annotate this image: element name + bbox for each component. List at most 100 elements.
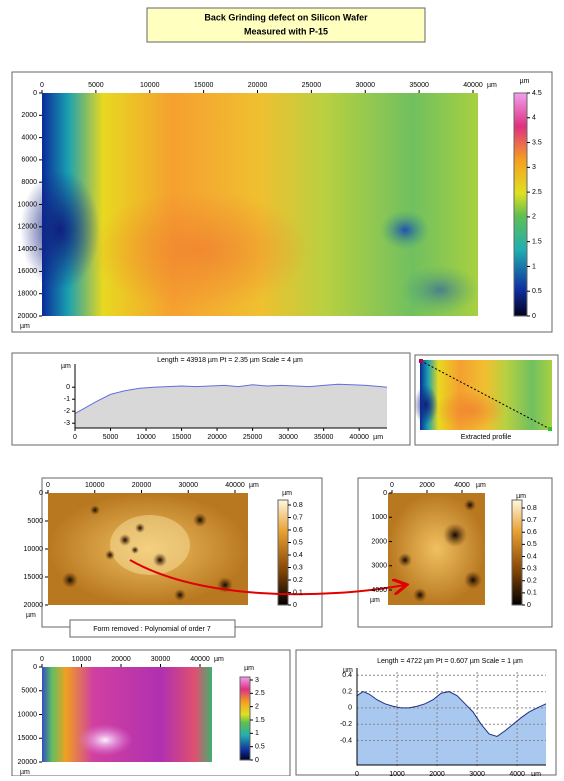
y-unit: µm (61, 363, 71, 370)
colorbar-unit: µm (516, 493, 526, 500)
x-unit: µm (373, 434, 383, 441)
colorbar-label: 0.4 (293, 552, 303, 559)
colorbar-label: 0.5 (293, 539, 303, 546)
x-tick-label: 20000 (248, 82, 268, 89)
y-tick-label: 2000 (21, 112, 37, 119)
x-tick-label: 10000 (85, 482, 105, 489)
colorbar-label: 2.5 (255, 690, 265, 697)
x-tick-label: 0 (73, 434, 77, 441)
y-tick-label: 1000 (371, 514, 387, 521)
y-tick-label: 18000 (18, 291, 38, 298)
colorbar-label: 0.2 (293, 577, 303, 584)
y-tick-label: 5000 (27, 518, 43, 525)
y-tick-label: -1 (64, 396, 70, 403)
y-tick-label: 0 (33, 664, 37, 671)
colorbar-label: 1 (532, 263, 536, 270)
y-tick-label: -3 (64, 420, 70, 427)
height-map (42, 667, 212, 762)
x-tick-label: 40000 (190, 656, 210, 663)
y-tick-label: 10000 (18, 711, 38, 718)
colorbar-label: 2 (255, 704, 259, 711)
y-tick-label: -0.4 (340, 737, 352, 744)
x-tick-label: 40000 (463, 82, 483, 89)
y-tick-label: 16000 (18, 268, 38, 275)
x-tick-label: 0 (40, 82, 44, 89)
colorbar (278, 500, 288, 605)
y-tick-label: 20000 (18, 759, 38, 766)
colorbar-label: 0.3 (527, 565, 537, 572)
report: Back Grinding defect on Silicon Wafer Me… (0, 0, 564, 776)
x-tick-label: 10000 (136, 434, 156, 441)
colorbar-label: 1.5 (532, 239, 542, 246)
colorbar-label: 0 (293, 602, 297, 609)
x-tick-label: 4000 (509, 771, 525, 776)
x-unit: µm (531, 771, 541, 776)
y-tick-label: 20000 (24, 602, 44, 609)
y-tick-label: 15000 (24, 574, 44, 581)
profile-title: Length = 4722 µm Pt = 0.607 µm Scale = 1… (377, 658, 523, 665)
x-tick-label: 35000 (409, 82, 429, 89)
y-tick-label: 12000 (18, 224, 38, 231)
y-unit: µm (343, 667, 353, 674)
y-tick-label: 6000 (21, 157, 37, 164)
caption: Form removed : Polynomial of order 7 (93, 626, 211, 633)
x-tick-label: 2000 (429, 771, 445, 776)
y-tick-label: 4000 (371, 587, 387, 594)
x-tick-label: 10000 (140, 82, 160, 89)
y-tick-label: 10000 (24, 546, 44, 553)
y-tick-label: 0 (383, 490, 387, 497)
colorbar-label: 2 (532, 214, 536, 221)
colorbar-label: 3 (255, 677, 259, 684)
y-tick-label: 15000 (18, 735, 38, 742)
colorbar-label: 0 (527, 602, 531, 609)
colorbar-label: 3.5 (532, 139, 542, 146)
colorbar-label: 1.5 (255, 717, 265, 724)
x-tick-label: 25000 (302, 82, 322, 89)
thumbnail-caption: Extracted profile (461, 434, 512, 441)
x-tick-label: 20000 (111, 656, 131, 663)
x-tick-label: 40000 (349, 434, 369, 441)
colorbar-unit: µm (520, 78, 530, 85)
x-tick-label: 15000 (194, 82, 214, 89)
colorbar (512, 500, 522, 605)
y-unit: µm (26, 612, 36, 619)
height-map (20, 93, 480, 316)
colorbar-label: 4 (532, 115, 536, 122)
x-tick-label: 25000 (243, 434, 263, 441)
x-tick-label: 10000 (72, 656, 92, 663)
x-tick-label: 35000 (314, 434, 334, 441)
y-tick-label: -2 (64, 408, 70, 415)
colorbar-label: 0.3 (293, 564, 303, 571)
colorbar-label: 0 (255, 757, 259, 764)
colorbar-label: 0.1 (527, 590, 537, 597)
x-tick-label: 20000 (207, 434, 227, 441)
x-unit: µm (487, 82, 497, 89)
height-map (388, 493, 485, 605)
x-tick-label: 0 (390, 482, 394, 489)
x-tick-label: 0 (355, 771, 359, 776)
x-tick-label: 5000 (103, 434, 119, 441)
y-tick-label: 14000 (18, 246, 38, 253)
y-tick-label: 3000 (371, 563, 387, 570)
y-unit: µm (20, 769, 30, 776)
colorbar-unit: µm (282, 490, 292, 497)
colorbar (240, 677, 250, 760)
y-tick-label: 5000 (21, 688, 37, 695)
colorbar-label: 0.6 (527, 529, 537, 536)
y-unit: µm (20, 323, 30, 330)
colorbar-label: 0.2 (527, 578, 537, 585)
x-tick-label: 20000 (132, 482, 152, 489)
colorbar-label: 3 (532, 164, 536, 171)
x-unit: µm (214, 656, 224, 663)
y-tick-label: 0 (66, 384, 70, 391)
colorbar (514, 93, 527, 316)
y-tick-label: 0 (348, 705, 352, 712)
title: Back Grinding defect on Silicon Wafer (204, 12, 368, 22)
colorbar-unit: µm (244, 665, 254, 672)
x-tick-label: 5000 (88, 82, 104, 89)
x-tick-label: 30000 (356, 82, 376, 89)
y-tick-label: 0 (39, 490, 43, 497)
profile-title: Length = 43918 µm Pt = 2.35 µm Scale = 4… (157, 357, 303, 364)
x-unit: µm (476, 482, 486, 489)
x-tick-label: 30000 (278, 434, 298, 441)
